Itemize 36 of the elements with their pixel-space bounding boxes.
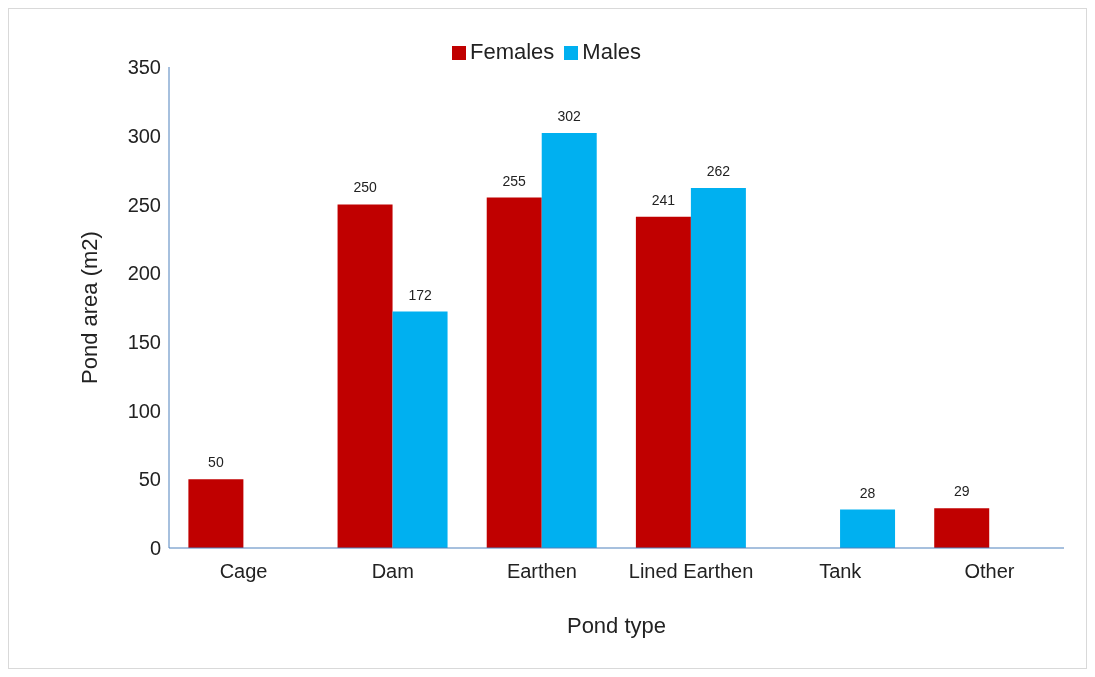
y-tick-label: 200 xyxy=(127,262,161,285)
y-axis-title: Pond area (m2) xyxy=(76,231,102,384)
data-label: 50 xyxy=(208,454,224,471)
bar xyxy=(337,204,393,548)
data-label: 302 xyxy=(557,107,582,124)
data-label: 29 xyxy=(953,483,970,500)
x-tick-label: Earthen xyxy=(506,560,577,583)
data-label: 28 xyxy=(859,484,876,501)
bar xyxy=(188,479,244,548)
y-tick-label: 300 xyxy=(127,124,161,147)
bar xyxy=(934,508,990,548)
data-label: 250 xyxy=(353,179,377,196)
y-tick-label: 250 xyxy=(127,193,161,216)
data-label: 262 xyxy=(706,162,731,179)
bar xyxy=(392,311,448,548)
data-label: 255 xyxy=(502,172,527,189)
y-tick-label: 150 xyxy=(127,330,161,353)
x-tick-label: Tank xyxy=(819,560,863,583)
legend-label: Females xyxy=(469,39,555,64)
bar xyxy=(486,197,542,548)
x-tick-label: Dam xyxy=(371,560,414,583)
data-label: 172 xyxy=(408,286,432,303)
bar xyxy=(635,216,691,548)
legend-label: Males xyxy=(582,39,642,64)
x-tick-label: Cage xyxy=(219,560,268,583)
y-tick-label: 350 xyxy=(127,56,161,79)
x-axis-title: Pond type xyxy=(566,613,667,638)
x-tick-label: Other xyxy=(964,560,1015,583)
data-label: 241 xyxy=(651,191,676,208)
x-tick-label: Lined Earthen xyxy=(628,560,754,583)
y-tick-label: 0 xyxy=(149,537,161,560)
y-tick-label: 100 xyxy=(127,399,161,422)
bar xyxy=(541,132,597,548)
bar xyxy=(690,187,746,548)
bar xyxy=(840,509,896,548)
y-tick-label: 50 xyxy=(138,468,161,491)
